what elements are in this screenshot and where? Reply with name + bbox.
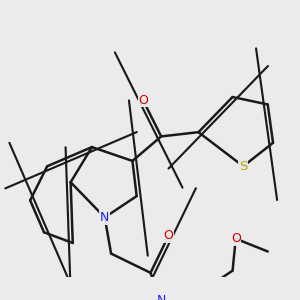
Text: O: O <box>231 232 241 245</box>
Text: N: N <box>100 211 110 224</box>
Text: O: O <box>164 229 174 242</box>
Text: O: O <box>138 94 148 107</box>
Text: S: S <box>239 160 248 173</box>
Text: N: N <box>157 294 166 300</box>
